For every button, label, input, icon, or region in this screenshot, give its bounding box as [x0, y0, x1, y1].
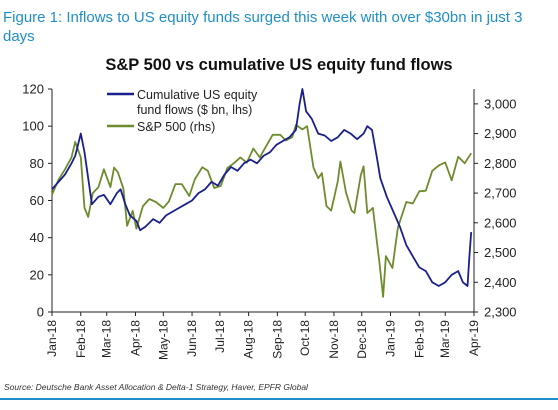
- x-tick-label: Mar-19: [438, 320, 452, 358]
- x-tick-label: Jan-19: [384, 320, 398, 357]
- x-tick-label: Aug-18: [242, 320, 256, 359]
- source-note: Source: Deutsche Bank Asset Allocation &…: [4, 382, 308, 392]
- x-tick-label: Dec-18: [355, 320, 369, 359]
- left-tick-label: 120: [22, 82, 44, 97]
- x-tick-label: Feb-19: [412, 320, 426, 358]
- right-tick-label: 3,000: [484, 96, 517, 111]
- x-tick-label: Sep-18: [270, 320, 284, 359]
- x-tick-label: Nov-18: [327, 320, 341, 359]
- right-tick-label: 2,400: [484, 275, 517, 290]
- left-tick-label: 20: [30, 267, 44, 282]
- chart-title: S&P 500 vs cumulative US equity fund flo…: [105, 56, 453, 74]
- x-tick-label: Jul-18: [213, 320, 227, 353]
- right-tick-label: 2,300: [484, 305, 517, 320]
- fund-flows-line: [51, 88, 473, 287]
- right-tick-label: 2,800: [484, 156, 517, 171]
- series-lines: [51, 88, 473, 298]
- legend-label-flows-line1: Cumulative US equity: [137, 88, 258, 102]
- bottom-divider: [0, 398, 558, 400]
- figure-title: Figure 1: Inflows to US equity funds sur…: [3, 9, 523, 45]
- chart-canvas: 0 20 40 60 80 100 120 2,300 2,400 2,500 2,600 2,700…: [22, 82, 516, 361]
- axes: 0 20 40 60 80 100 120 2,300 2,400 2,500 2,600 2,700…: [22, 82, 516, 361]
- x-tick-label: Jun-18: [185, 320, 199, 357]
- left-tick-label: 60: [30, 193, 44, 208]
- legend-label-sp500: S&P 500 (rhs): [137, 120, 215, 134]
- left-tick-label: 0: [37, 305, 44, 320]
- x-tick-label: Jan-18: [45, 320, 59, 357]
- x-tick-label: May-18: [156, 320, 170, 360]
- x-tick-label: Oct-18: [298, 320, 312, 356]
- x-tick-label: Feb-18: [74, 320, 88, 358]
- right-tick-label: 2,700: [484, 186, 517, 201]
- right-tick-label: 2,500: [484, 245, 517, 260]
- left-tick-label: 40: [30, 230, 44, 245]
- sp500-line: [51, 124, 472, 298]
- left-tick-label: 80: [30, 156, 44, 171]
- left-tick-label: 100: [22, 119, 44, 134]
- x-tick-label: Apr-19: [467, 320, 481, 356]
- legend-label-flows-line2: fund flows ($ bn, lhs): [137, 103, 252, 117]
- x-tick-label: Mar-18: [100, 320, 114, 358]
- right-tick-label: 2,900: [484, 126, 517, 141]
- right-tick-label: 2,600: [484, 215, 517, 230]
- x-tick-label: Apr-18: [128, 320, 142, 356]
